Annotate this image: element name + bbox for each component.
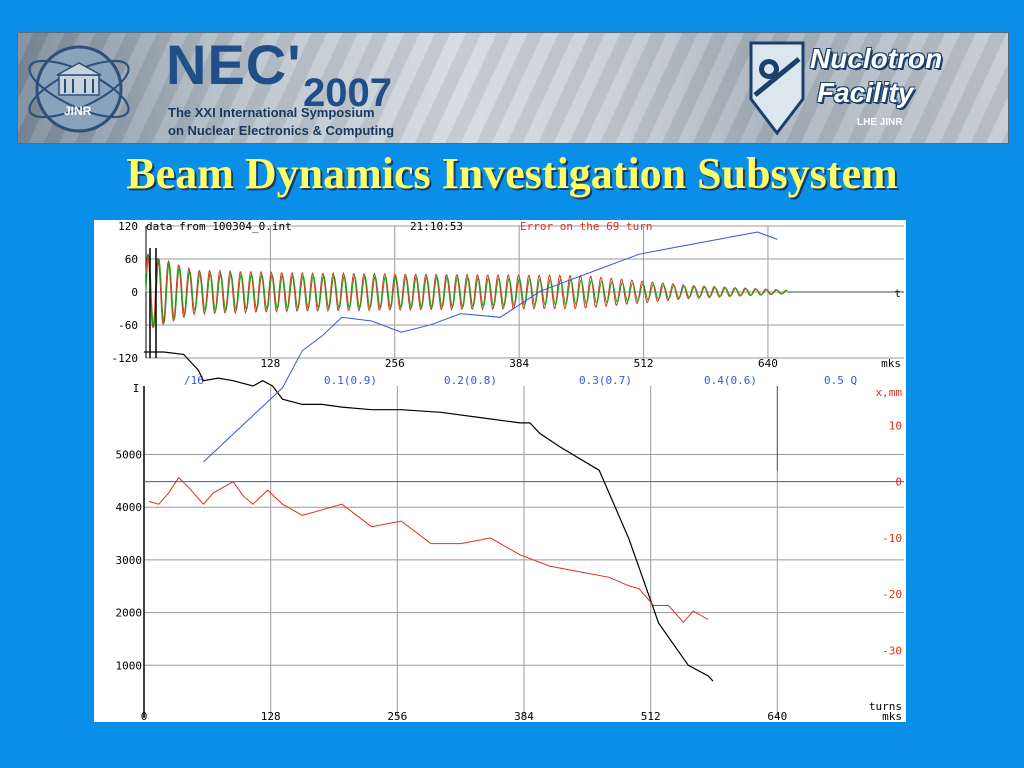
top-header-filename: data from 100304_0.int <box>146 220 292 233</box>
bottom-y-tick-label: 3000 <box>116 554 143 567</box>
bottom-right-tick-label: 10 <box>889 419 902 432</box>
bottom-y-tick-label: 1000 <box>116 659 143 672</box>
slide-title: Beam Dynamics Investigation Subsystem <box>126 149 898 198</box>
bottom-y-tick-label: 4000 <box>116 501 143 514</box>
bottom-x-tick-label: 256 <box>387 710 407 722</box>
bottom-x-tick-label: 640 <box>767 710 787 722</box>
bottom-right-tick-label: -30 <box>882 644 902 657</box>
bottom-x-axis-label: turns <box>869 700 902 713</box>
top-y-tick-label: 0 <box>131 286 138 299</box>
tune-scale-label: 0.1(0.9) <box>324 374 377 387</box>
top-x-unit-label: mks <box>881 357 901 370</box>
tune-scale-label: /16 <box>184 374 204 387</box>
nec-year: 2007 <box>303 71 392 115</box>
banner-background-texture <box>18 33 1008 143</box>
tune-line <box>203 231 778 463</box>
top-time-axis-marker: t <box>894 287 901 300</box>
bottom-right-axis-label: x,mm <box>876 386 903 399</box>
bottom-x-unit-label: mks <box>882 710 902 722</box>
top-y-tick-label: -60 <box>118 319 138 332</box>
bottom-left-axis-label: I <box>133 382 140 395</box>
facility-lab-label: LHE JINR <box>857 117 903 128</box>
nec-subtitle-line-1: The XXI International Symposium <box>168 105 375 120</box>
beam-dynamics-chart: 120 60 0 -60 -120 128 256 384 512 640 mks t data fro… <box>112 220 904 722</box>
facility-line-2: Facility <box>817 77 914 108</box>
top-x-tick-label: 256 <box>385 357 405 370</box>
nec-title: NEC' <box>166 33 302 96</box>
top-header-error: Error on the 69 turn <box>520 220 652 233</box>
top-red-signal-line <box>145 254 788 329</box>
jinr-logo-text: JINR <box>64 104 92 118</box>
top-y-tick-label: -120 <box>112 352 139 365</box>
top-y-tick-label: 120 <box>118 220 138 233</box>
bottom-x-tick-label: 384 <box>514 710 534 722</box>
bottom-x-tick-label: 512 <box>641 710 661 722</box>
nuclotron-emblem-icon <box>749 41 805 136</box>
beam-intensity-line <box>144 351 714 682</box>
top-green-signal-line <box>145 252 788 328</box>
facility-line-1: Nuclotron <box>810 43 943 74</box>
bottom-right-tick-label: -20 <box>882 588 902 601</box>
nec-subtitle-line-2: on Nuclear Electronics & Computing <box>168 123 395 138</box>
top-x-tick-label: 512 <box>634 357 654 370</box>
bottom-x-tick-label: 128 <box>261 710 281 722</box>
beam-dynamics-chart-panel: 120 60 0 -60 -120 128 256 384 512 640 mks t data fro… <box>94 220 906 722</box>
top-x-tick-label: 384 <box>509 357 529 370</box>
tune-scale-label: 0.3(0.7) <box>579 374 632 387</box>
tune-scale-label: 0.5 Q <box>824 374 857 387</box>
top-y-tick-label: 60 <box>125 253 138 266</box>
bottom-y-tick-label: 2000 <box>116 607 143 620</box>
bottom-right-tick-label: -10 <box>882 532 902 545</box>
top-x-tick-label: 640 <box>758 357 778 370</box>
symposium-banner: JINR NEC' 2007 The XXI International Sym… <box>17 32 1009 144</box>
beam-position-line <box>148 476 709 624</box>
top-header-time: 21:10:53 <box>410 220 463 233</box>
tune-scale-label: 0.4(0.6) <box>704 374 757 387</box>
tune-scale-label: 0.2(0.8) <box>444 374 497 387</box>
top-x-tick-label: 128 <box>260 357 280 370</box>
nuclotron-facility-logo: Nuclotron Facility LHE JINR <box>747 39 1002 137</box>
jinr-logo-icon: JINR <box>28 45 130 133</box>
bottom-y-tick-label: 5000 <box>116 449 143 462</box>
